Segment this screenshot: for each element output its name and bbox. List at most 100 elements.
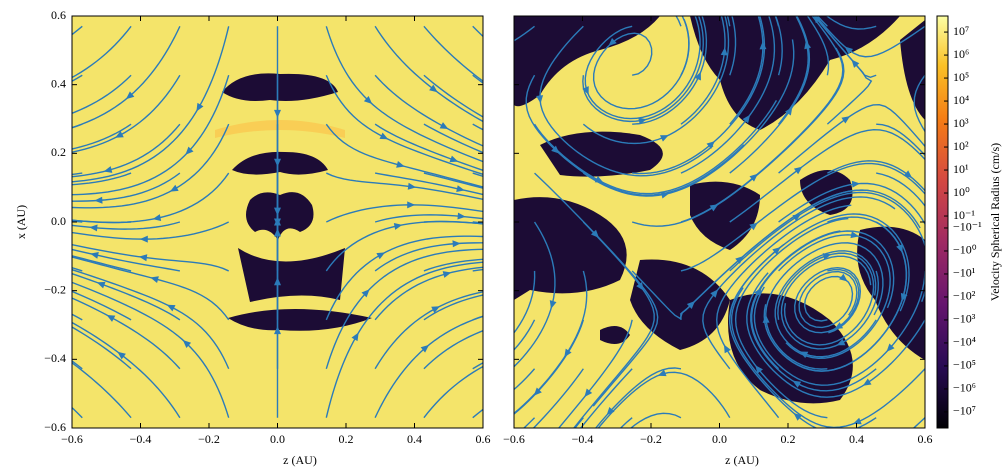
region	[514, 197, 627, 300]
streamline-arrow	[90, 251, 99, 259]
streamline	[680, 16, 726, 125]
colorbar-label: Velocity Spherical Radius (cm/s)	[988, 143, 1002, 301]
region	[540, 131, 663, 177]
streamline	[472, 268, 483, 272]
streamline	[423, 25, 483, 83]
streamline-arrow	[351, 332, 359, 342]
streamline	[778, 234, 891, 360]
streamline	[72, 361, 132, 419]
streamline-arrow	[407, 201, 416, 209]
streamline	[423, 220, 483, 225]
streamline-arrow	[793, 166, 803, 175]
colorbar-tick-label: −10³	[953, 312, 976, 326]
streamline-arrow	[851, 180, 861, 188]
streamline	[746, 272, 925, 398]
streamline	[325, 26, 483, 163]
streamline	[619, 417, 633, 428]
streamline	[72, 123, 132, 150]
streamline-arrow	[862, 378, 872, 386]
streamline	[924, 124, 925, 126]
streamline-arrow	[150, 276, 159, 283]
y-tick-label: 0.0	[51, 214, 66, 228]
streamline-arrow	[564, 348, 572, 358]
streamline	[472, 408, 483, 419]
streamline-arrow	[166, 304, 176, 312]
streamline-arrow	[900, 292, 908, 302]
streamline-arrow	[152, 214, 162, 222]
x-tick-label: 0.2	[339, 432, 354, 446]
x-tick-label: −0.2	[640, 432, 662, 446]
x-tick-label: −0.6	[61, 432, 83, 446]
streamline	[794, 267, 862, 334]
streamline	[72, 255, 132, 272]
streamline	[472, 362, 483, 370]
streamline-arrow	[115, 131, 124, 138]
streamline-arrow	[106, 314, 116, 322]
streamline-arrow	[723, 344, 731, 354]
streamline	[514, 368, 536, 391]
colorbar-tick-label: 10⁷	[953, 24, 969, 38]
streamline	[629, 412, 682, 428]
streamline	[423, 329, 483, 370]
streamline	[574, 417, 584, 428]
streamline	[72, 248, 181, 272]
streamline	[729, 16, 764, 125]
streamline	[814, 16, 925, 58]
streamline	[72, 281, 230, 418]
x-tick-label: 0.0	[712, 432, 727, 446]
streamline	[774, 16, 780, 27]
streamline	[675, 16, 682, 27]
streamline	[753, 270, 925, 386]
streamline	[813, 16, 877, 79]
streamline	[374, 266, 483, 321]
streamline-arrow	[536, 95, 544, 104]
streamline	[582, 16, 730, 145]
streamline	[680, 16, 844, 223]
streamline-arrow	[844, 46, 854, 55]
x-tick-label: 0.4	[407, 432, 422, 446]
streamline	[326, 204, 483, 223]
streamline-arrow	[694, 71, 701, 81]
streamline	[72, 123, 181, 178]
streamline	[750, 230, 877, 392]
streamline	[472, 221, 483, 224]
region	[514, 16, 660, 107]
streamline-arrow	[584, 388, 593, 397]
streamline	[72, 290, 132, 321]
streamline	[423, 172, 483, 189]
x-tick-label: −0.4	[572, 432, 594, 446]
streamline	[514, 319, 536, 351]
streamline	[72, 74, 83, 82]
streamline-arrow	[96, 281, 106, 289]
streamline	[72, 268, 230, 370]
x-tick-label: 0.4	[849, 432, 864, 446]
streamline-arrow	[196, 102, 204, 112]
streamline	[680, 162, 925, 272]
streamline-arrow	[749, 173, 758, 182]
streamline	[825, 16, 877, 30]
colorbar-tick-label: 10²	[953, 139, 969, 153]
streamline-arrow	[799, 351, 809, 359]
streamline-arrow	[608, 38, 617, 47]
streamline	[729, 16, 811, 174]
streamline	[72, 220, 83, 223]
streamline	[72, 75, 230, 196]
streamline	[763, 221, 908, 372]
colorbar-tick-label: −10⁵	[953, 358, 976, 372]
streamline	[72, 221, 181, 230]
streamline	[680, 189, 921, 320]
streamline	[534, 172, 659, 407]
colorbar-tick-label: 10⁻¹	[953, 208, 975, 222]
region	[246, 192, 314, 240]
streamline	[912, 417, 925, 428]
streamline-arrow	[706, 141, 715, 149]
streamline-arrow	[182, 340, 192, 348]
y-tick-label: −0.2	[44, 282, 66, 296]
streamline-arrow	[442, 271, 452, 278]
streamline-arrow	[94, 196, 103, 204]
streamline-arrow	[551, 145, 560, 154]
streamline	[472, 315, 483, 321]
colorbar-tick-label: −10⁰	[953, 243, 977, 257]
streamline-arrow	[452, 240, 461, 248]
